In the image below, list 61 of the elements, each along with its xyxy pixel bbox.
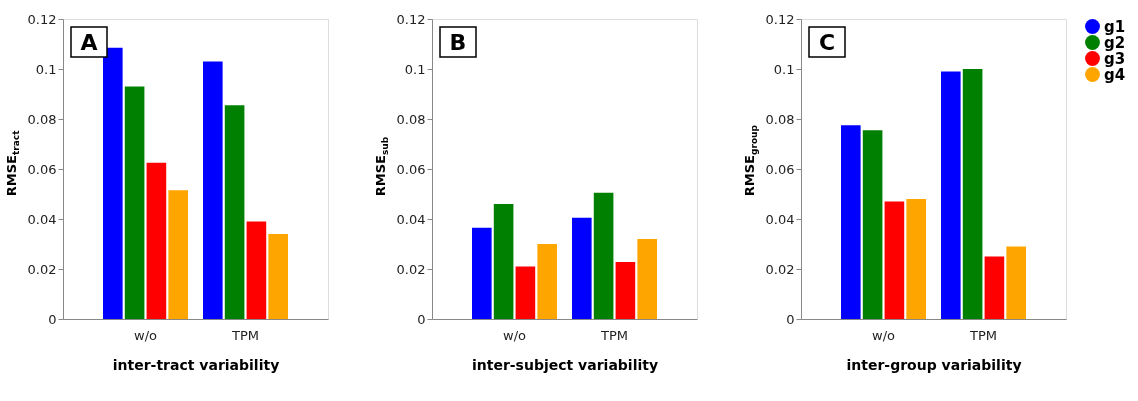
x-tick-label: w/o	[134, 327, 158, 343]
x-axis-title: inter-subject variability	[471, 356, 659, 373]
y-tick-label: 0.1	[404, 61, 426, 77]
bar	[906, 199, 926, 319]
bar	[593, 192, 614, 319]
annotation: A	[80, 30, 98, 55]
x-tick-label: w/o	[872, 327, 896, 343]
x-tick-label: TPM	[231, 327, 259, 343]
y-tick-label: 0.02	[765, 261, 795, 277]
y-tick-label: 0	[417, 311, 426, 327]
y-tick-label: 0.12	[765, 11, 795, 27]
bar	[224, 105, 245, 319]
y-tick-label: 0	[786, 311, 795, 327]
y-tick-label: 0.04	[396, 211, 426, 227]
y-tick-label: 0.08	[27, 111, 57, 127]
bar	[962, 69, 983, 319]
x-axis-title: inter-group variability	[846, 356, 1022, 373]
bar	[572, 217, 592, 319]
annotation: C	[818, 30, 836, 55]
y-axis-title: RMSEgroup	[742, 124, 759, 197]
legend-label: g1	[1104, 17, 1126, 36]
bar	[984, 256, 1005, 319]
x-tick-label: w/o	[503, 327, 527, 343]
bar	[941, 71, 961, 319]
y-axis-title: RMSEtract	[4, 129, 21, 197]
x-tick-label: TPM	[969, 327, 997, 343]
x-axis-title: inter-tract variability	[112, 356, 280, 373]
y-tick-label: 0.04	[27, 211, 57, 227]
bar	[884, 201, 905, 319]
y-tick-label: 0.06	[27, 161, 57, 177]
bar	[103, 47, 123, 319]
bar	[537, 244, 557, 319]
y-tick-label: 0.04	[765, 211, 795, 227]
bar	[637, 239, 657, 319]
y-tick-label: 0	[48, 311, 57, 327]
y-tick-label: 0.06	[396, 161, 426, 177]
y-tick-label: 0.08	[396, 111, 426, 127]
y-tick-label: 0.02	[396, 261, 426, 277]
bar	[615, 262, 636, 319]
bar	[268, 234, 288, 319]
y-axis-title: RMSEsub	[373, 136, 390, 197]
y-tick-label: 0.1	[35, 61, 57, 77]
annotation: B	[449, 30, 467, 55]
bar	[493, 204, 514, 319]
y-tick-label: 0.12	[27, 11, 57, 27]
bar	[168, 190, 188, 319]
bar	[246, 221, 267, 319]
y-tick-label: 0.08	[765, 111, 795, 127]
y-tick-label: 0.06	[765, 161, 795, 177]
bar	[146, 162, 167, 319]
y-tick-label: 0.1	[773, 61, 795, 77]
bar	[1006, 246, 1026, 319]
bar	[203, 61, 223, 319]
bar	[124, 86, 145, 319]
bar	[841, 125, 861, 319]
bar	[515, 266, 536, 319]
y-tick-label: 0.12	[396, 11, 426, 27]
bar	[472, 227, 492, 319]
y-tick-label: 0.02	[27, 261, 57, 277]
x-tick-label: TPM	[600, 327, 628, 343]
bar	[862, 130, 883, 319]
